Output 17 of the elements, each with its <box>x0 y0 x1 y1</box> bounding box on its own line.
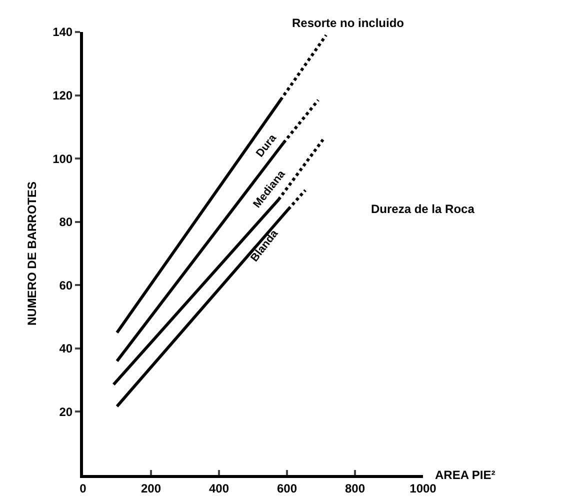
x-tick-label: 1000 <box>410 481 437 496</box>
y-tick-label: 140 <box>52 25 73 40</box>
x-axis-title: AREA PIE² <box>435 468 496 482</box>
y-tick-label: 60 <box>59 278 73 292</box>
x-tick-label: 400 <box>208 481 230 496</box>
y-axis-title: NUMERO DE BARROTES <box>24 181 39 326</box>
y-tick-label: 20 <box>59 404 73 419</box>
x-tick-label: 800 <box>344 481 366 496</box>
annotation: Dureza de la Roca <box>371 202 475 216</box>
y-tick-label: 80 <box>59 215 73 230</box>
y-tick-label: 40 <box>59 342 73 356</box>
y-tick-label: 120 <box>52 88 73 102</box>
text: Resorte no incluido <box>292 16 404 30</box>
x-tick-label: 0 <box>80 481 87 496</box>
y-tick-label: 100 <box>52 152 73 166</box>
x-tick-label: 200 <box>140 481 162 496</box>
x-tick-label: 600 <box>276 481 298 496</box>
